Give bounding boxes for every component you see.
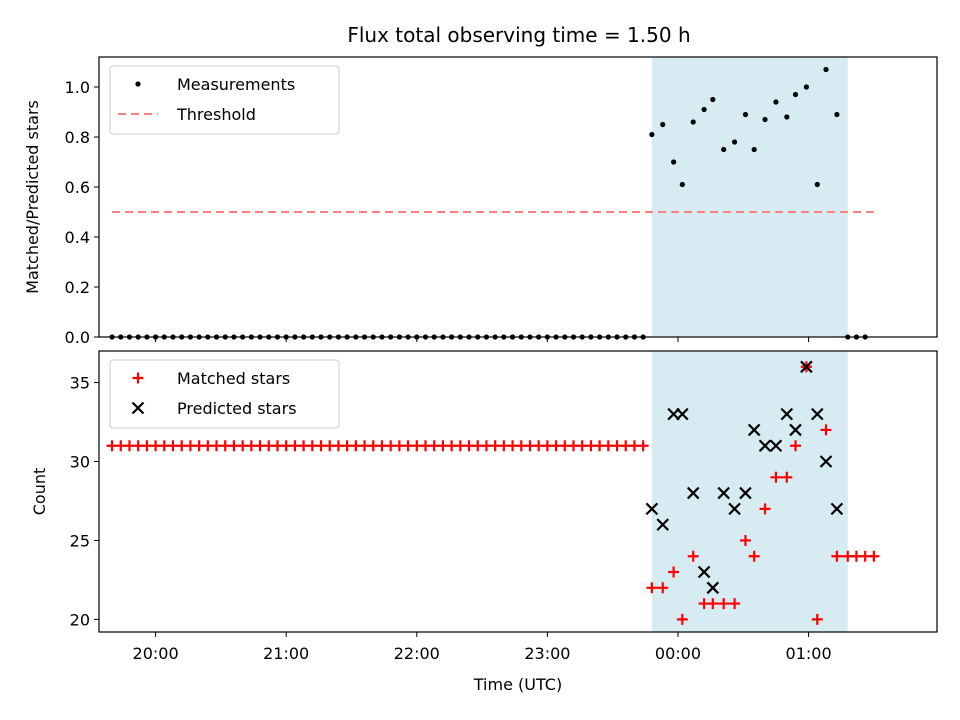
predicted-star-point (758, 439, 772, 452)
predicted-star-point (706, 581, 720, 595)
star-count-points (106, 360, 880, 625)
top-y-axis: 0.0 0.2 0.4 0.6 0.8 1.0 (65, 78, 99, 347)
matched-star-point (676, 613, 688, 625)
matched-star-point (657, 582, 669, 594)
matched-star-point (811, 613, 823, 625)
bottom-y-axis: 20 25 30 35 (70, 374, 99, 629)
matched-star-point (729, 598, 741, 610)
x-tick-label: 21:00 (263, 644, 309, 663)
measurement-point (773, 99, 779, 105)
predicted-star-point (800, 360, 813, 374)
measurement-point (690, 119, 696, 125)
matched-star-point (759, 503, 771, 515)
x-tick-label: 23:00 (524, 644, 570, 663)
y-tick-label: 0.8 (65, 128, 90, 147)
predicted-star-point (686, 486, 700, 500)
predicted-star-point (717, 486, 730, 500)
y-tick-label: 1.0 (65, 78, 90, 97)
y-tick-label: 25 (70, 531, 90, 550)
legend-box (109, 65, 340, 135)
matched-star-point (831, 550, 843, 562)
measurement-point (671, 159, 677, 165)
x-axis: 20:00 21:00 22:00 23:00 00:00 01:00 (133, 632, 832, 663)
measurement-point (701, 106, 707, 113)
matched-star-point (668, 566, 680, 578)
measurement-point (710, 96, 716, 103)
y-tick-label: 30 (70, 453, 90, 472)
measurement-point (649, 131, 655, 138)
x-axis-label: Time (UTC) (473, 675, 562, 694)
matched-star-point (868, 550, 880, 562)
predicted-star-point (747, 423, 761, 437)
measurement-point (721, 146, 727, 153)
legend-label: Matched stars (177, 369, 290, 388)
bottom-y-axis-label: Count (30, 468, 49, 516)
legend-marker (132, 372, 144, 384)
predicted-star-point (728, 502, 741, 516)
bottom-legend: Matched stars Predicted stars (109, 359, 340, 429)
measurement-point (823, 66, 829, 73)
x-tick-label: 01:00 (786, 644, 832, 663)
measurement-point (834, 111, 840, 118)
observing-window-band (651, 57, 848, 337)
predicted-star-point (697, 565, 711, 579)
legend-label: Threshold (176, 105, 256, 124)
legend-label: Measurements (177, 75, 295, 94)
predicted-star-point (676, 407, 689, 421)
predicted-star-point (811, 407, 824, 421)
predicted-star-point (645, 502, 659, 516)
matched-star-point (770, 471, 782, 483)
matched-star-point (790, 440, 802, 452)
x-tick-label: 20:00 (133, 644, 179, 663)
predicted-star-point (769, 439, 783, 452)
y-tick-label: 35 (70, 374, 90, 393)
matched-star-point (820, 424, 832, 436)
y-tick-label: 0.4 (65, 228, 90, 247)
legend-marker (135, 81, 141, 87)
legend-box (109, 359, 340, 429)
matched-star-point (707, 598, 719, 610)
bottom-plot-frame (98, 350, 938, 633)
matched-star-point (687, 550, 699, 562)
matched-star-point (739, 534, 751, 546)
matched-star-point (781, 471, 793, 483)
predicted-star-point (830, 502, 844, 516)
measurement-point (814, 181, 820, 188)
measurement-point (679, 181, 685, 188)
top-plot-frame (98, 56, 938, 338)
matched-star-point (646, 582, 658, 594)
measurement-point (762, 116, 768, 123)
x-tick-label: 00:00 (655, 644, 701, 663)
y-tick-label: 0.2 (65, 278, 90, 297)
predicted-star-point (780, 407, 794, 421)
predicted-star-point (819, 455, 833, 468)
measurement-point (660, 121, 666, 128)
top-legend: Measurements Threshold (109, 65, 340, 135)
top-x-ticks (155, 337, 810, 342)
legend-marker (131, 401, 145, 415)
top-y-axis-label: Matched/Predicted stars (23, 100, 42, 294)
measurement-point (803, 84, 810, 90)
predicted-star-point (739, 486, 752, 500)
x-tick-label: 22:00 (394, 644, 440, 663)
y-tick-label: 0.6 (65, 178, 90, 197)
matched-star-point (637, 440, 649, 452)
measurement-point (784, 114, 790, 120)
chart-title: Flux total observing time = 1.50 h (347, 23, 690, 47)
predicted-star-point (656, 518, 670, 531)
measurement-point (792, 91, 799, 98)
measurement-point (751, 146, 757, 153)
measurement-point (742, 111, 749, 118)
y-tick-label: 0.0 (65, 328, 90, 347)
matched-star-point (748, 550, 760, 562)
observing-window-band (651, 351, 848, 632)
y-tick-label: 20 (70, 610, 90, 629)
legend-label: Predicted stars (177, 399, 297, 418)
measurement-point (731, 139, 738, 145)
ratio-panel: 0.0 0.2 0.4 0.6 0.8 1.0 Matched/Predicted sta… (23, 56, 938, 347)
matched-star-point (718, 598, 730, 610)
predicted-star-point (789, 423, 802, 437)
